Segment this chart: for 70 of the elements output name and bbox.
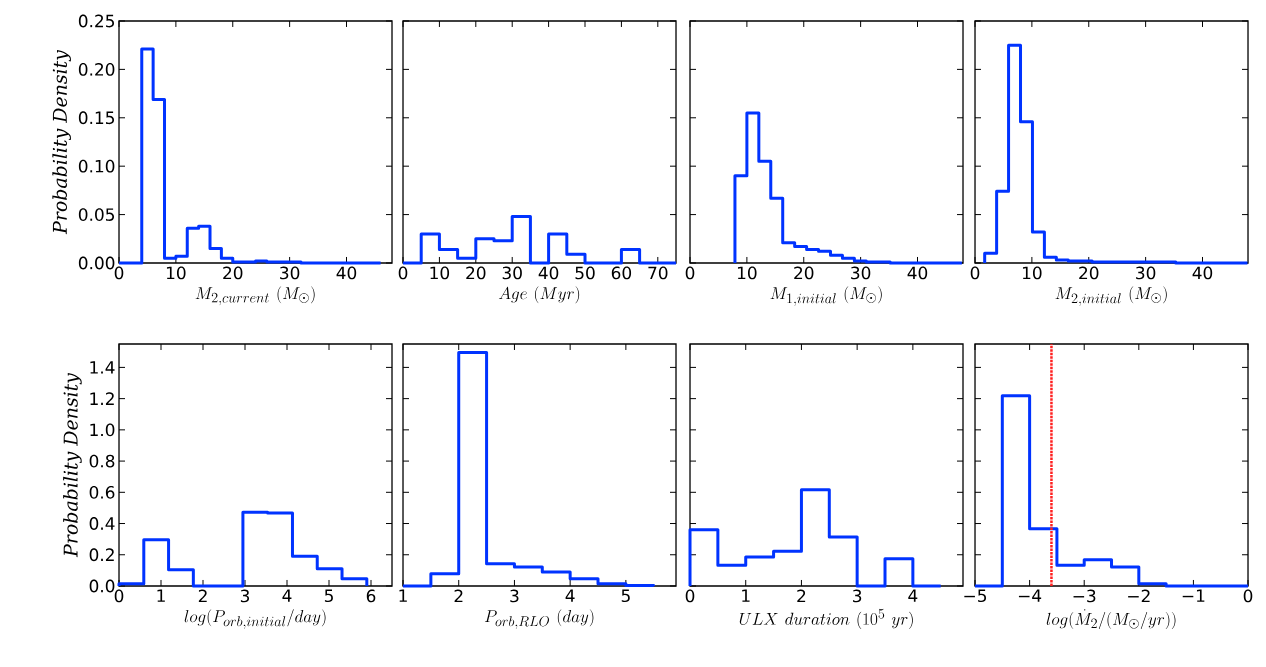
- x-tick-label: 30: [851, 266, 871, 280]
- x-axis-title: $log(\dot{M}_{2}/(M_{\odot}/yr))$: [1046, 609, 1176, 630]
- x-tick-label: 40: [336, 266, 357, 280]
- x-tick-label: −3: [1073, 589, 1096, 603]
- y-tick-label: 1.2: [90, 392, 114, 405]
- x-axis-title: $Age\ (Myr)$: [498, 286, 580, 304]
- x-tick-label: 1: [399, 589, 407, 602]
- x-axis-title: $M_{2,initial}\ (M_{\odot})$: [1055, 286, 1167, 306]
- y-tick-label: 1.0: [90, 423, 115, 437]
- x-tick-label: 4: [565, 589, 575, 602]
- x-tick-label: 10: [430, 266, 450, 280]
- x-tick-label: 0: [114, 589, 124, 603]
- x-tick-label: 0: [1243, 589, 1253, 603]
- x-tick-label: 5: [324, 589, 333, 603]
- x-tick-label: 10: [166, 266, 186, 280]
- x-tick-label: 70: [648, 266, 668, 280]
- y-tick-label: 0.0: [89, 579, 115, 593]
- x-axis-title: $M_{1,initial}\ (M_{\odot})$: [770, 286, 882, 306]
- x-tick-label: 40: [1192, 266, 1213, 280]
- x-tick-label: 20: [223, 266, 243, 280]
- x-tick-label: 1: [742, 589, 750, 602]
- x-axis-title: $ULX\ duration\ (10^{5}\ yr)$: [739, 608, 913, 629]
- y-tick-label: 0.10: [78, 159, 115, 173]
- x-tick-label: 20: [794, 266, 814, 280]
- y-tick-label: 1.4: [90, 361, 115, 374]
- y-tick-label: 0.4: [89, 517, 115, 530]
- x-tick-label: 2: [454, 589, 463, 603]
- x-axis-title: $P_{orb,RLO}\ (day)$: [484, 609, 594, 629]
- x-tick-label: 0: [685, 266, 695, 280]
- x-tick-label: 3: [240, 589, 250, 603]
- y-tick-label: 0.8: [89, 454, 115, 468]
- y-tick-label: 0.25: [78, 14, 115, 28]
- x-tick-label: 60: [611, 266, 632, 280]
- x-tick-label: 40: [907, 266, 928, 280]
- y-tick-label: 0.05: [78, 208, 115, 221]
- x-tick-label: −4: [1018, 589, 1042, 602]
- x-tick-label: 4: [908, 589, 918, 602]
- x-tick-label: 50: [575, 266, 595, 280]
- x-tick-label: 30: [502, 266, 522, 280]
- x-tick-label: −1: [1182, 589, 1205, 602]
- x-tick-label: 30: [280, 266, 300, 280]
- x-tick-label: 6: [366, 589, 376, 603]
- x-tick-label: 0: [398, 266, 408, 280]
- x-axis-title: $log(P_{orb,initial}/day)$: [184, 609, 326, 629]
- x-tick-label: 40: [538, 266, 559, 280]
- y-tick-label: 0.6: [89, 485, 115, 499]
- x-tick-label: −2: [1128, 589, 1150, 603]
- x-tick-label: 0: [114, 266, 124, 280]
- x-tick-label: −5: [964, 589, 987, 603]
- x-tick-label: 4: [282, 589, 292, 602]
- y-tick-label: 0.20: [78, 62, 115, 76]
- x-tick-label: 20: [466, 266, 486, 280]
- x-tick-label: 3: [853, 589, 862, 603]
- y-tick-label: 0.00: [78, 256, 115, 270]
- y-tick-label: 0.15: [78, 111, 115, 125]
- x-tick-label: 2: [198, 589, 207, 603]
- x-tick-label: 0: [685, 589, 695, 603]
- x-tick-label: 20: [1079, 266, 1099, 280]
- x-tick-label: 2: [797, 589, 806, 603]
- x-tick-label: 3: [510, 589, 519, 603]
- x-tick-label: 5: [621, 589, 630, 603]
- y-tick-label: 0.2: [89, 548, 114, 562]
- x-tick-label: 0: [970, 266, 980, 280]
- y-axis-title: Probability Density: [52, 49, 71, 235]
- x-tick-label: 10: [1022, 266, 1042, 280]
- x-tick-label: 1: [157, 589, 165, 602]
- x-tick-label: 30: [1136, 266, 1156, 280]
- x-tick-label: 10: [737, 266, 757, 280]
- x-axis-title: $M_{2,current}\ (M_{\odot})$: [195, 286, 315, 306]
- y-axis-title: Probability Density: [63, 372, 82, 558]
